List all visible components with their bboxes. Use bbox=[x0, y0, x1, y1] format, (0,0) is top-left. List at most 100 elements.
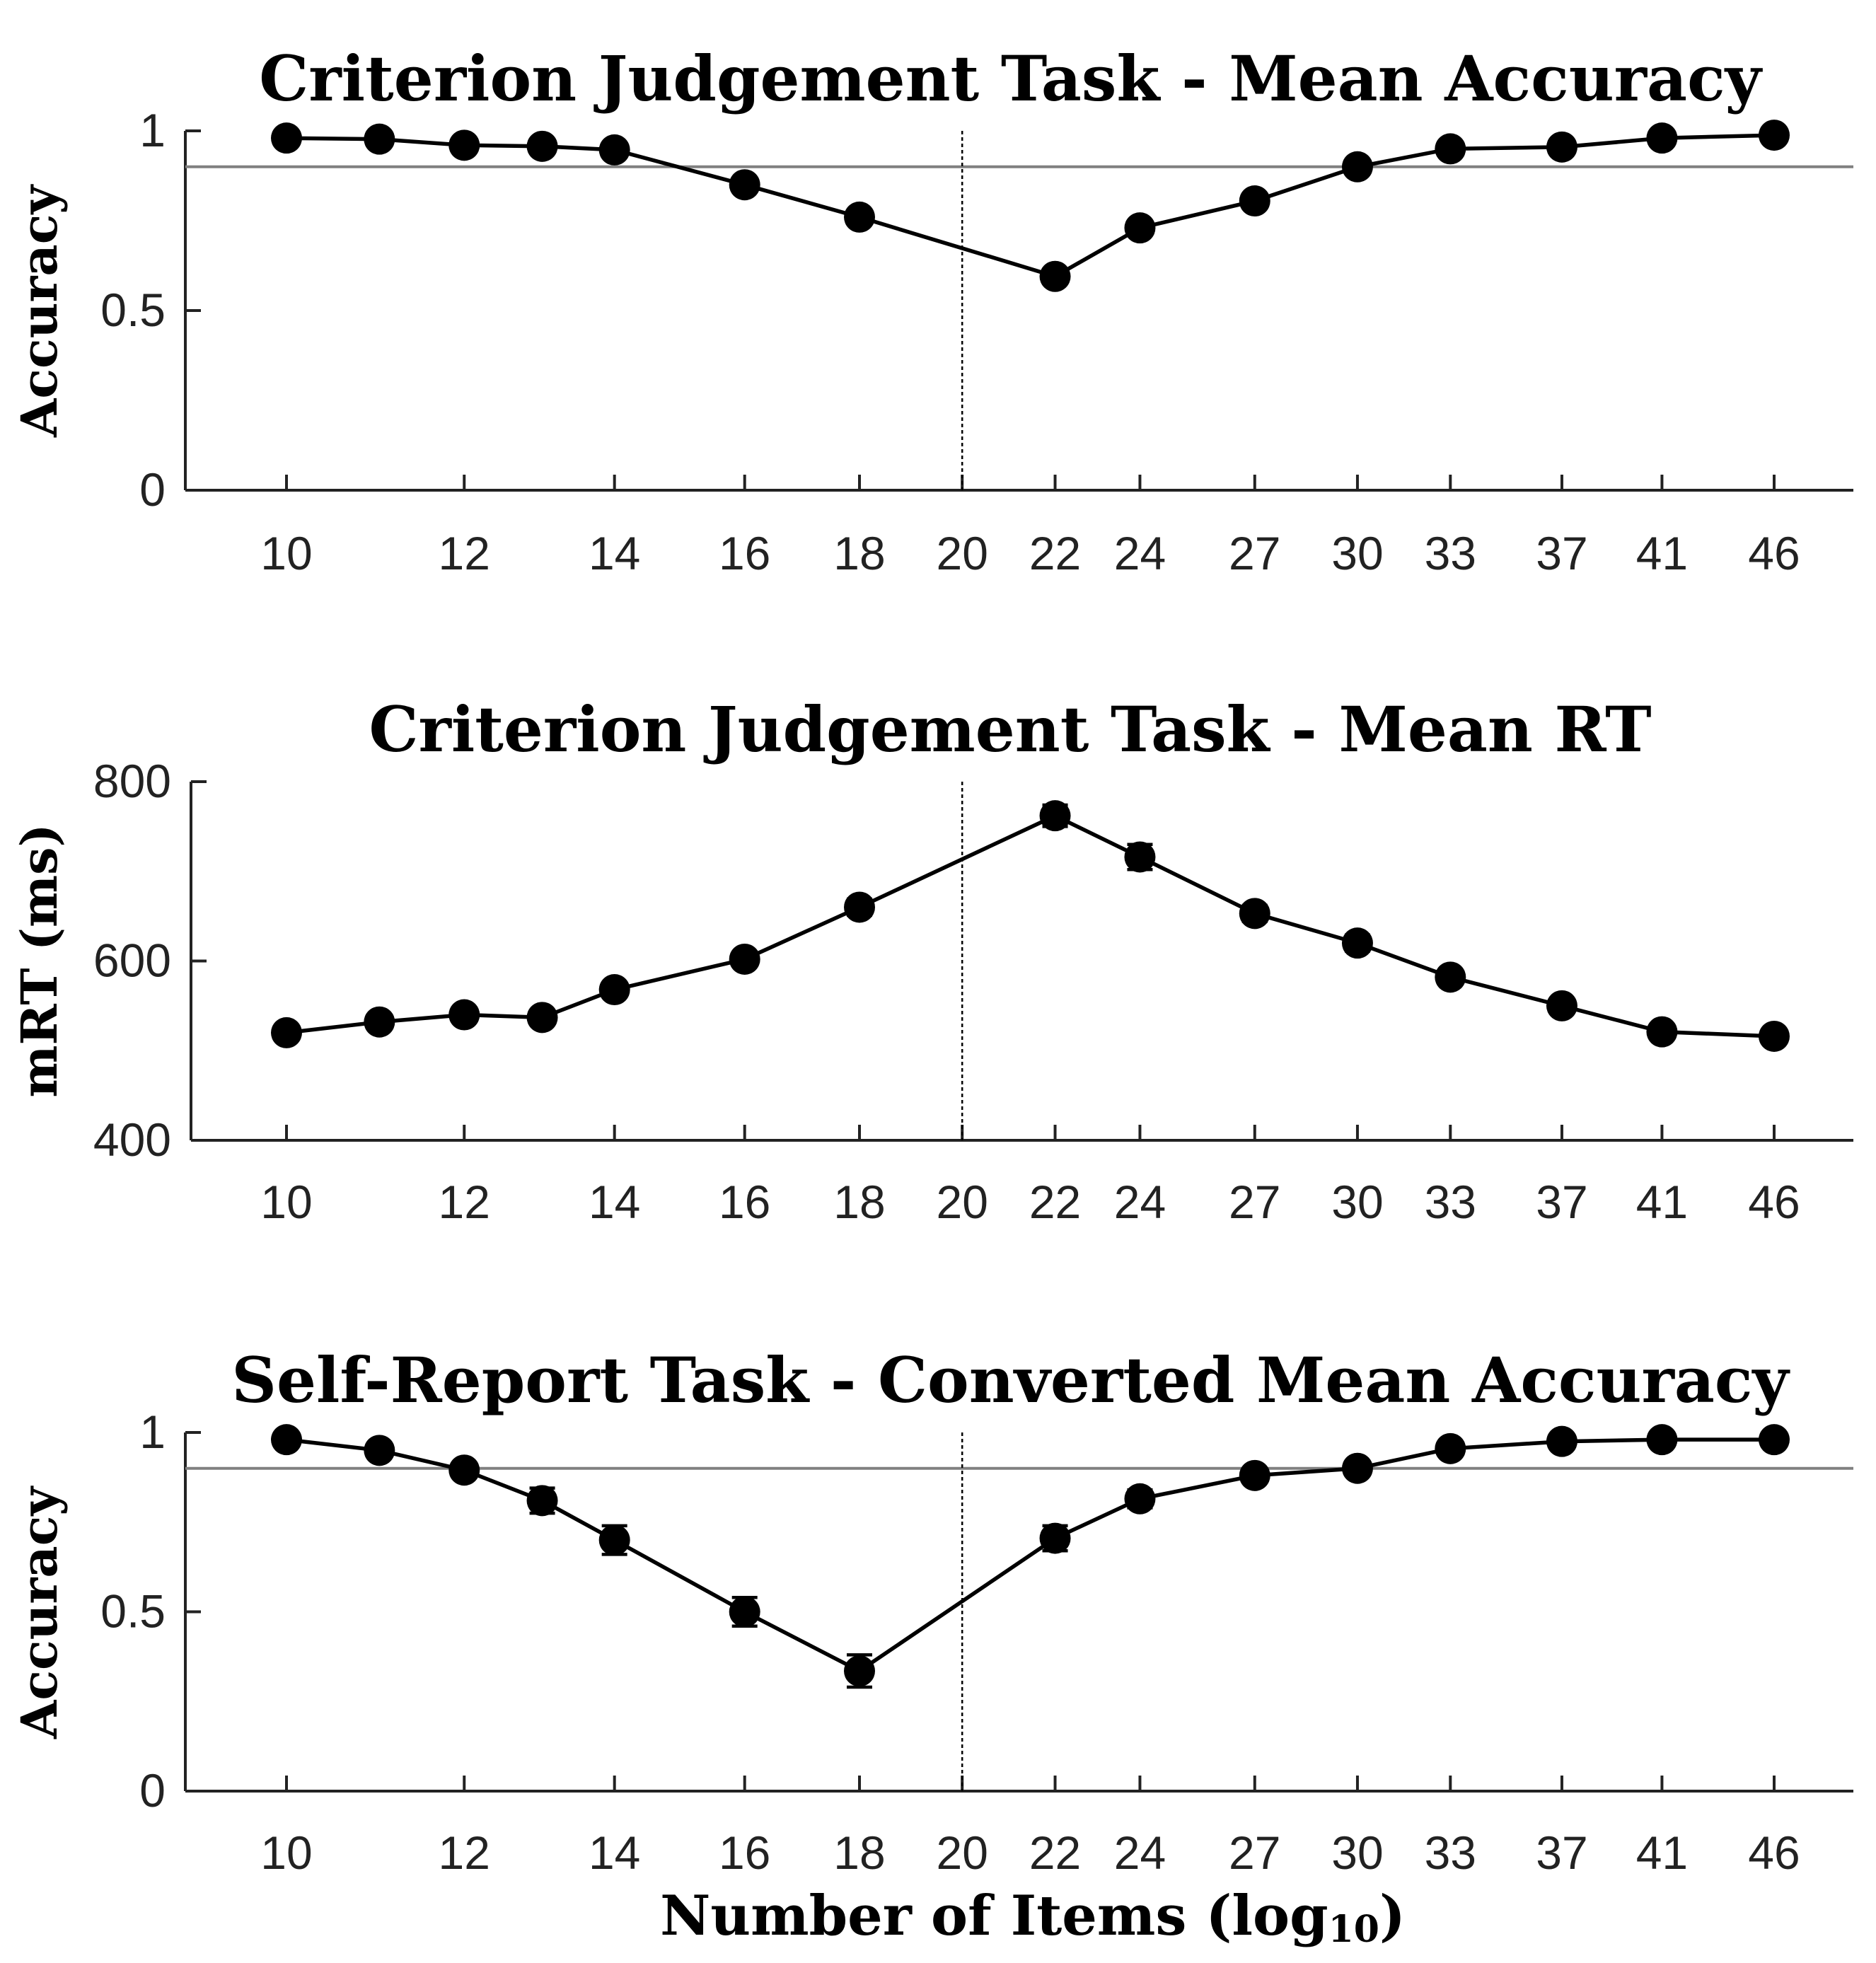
data-point bbox=[1039, 800, 1071, 832]
data-point bbox=[526, 130, 558, 162]
x-tick-label: 18 bbox=[833, 527, 885, 579]
y-tick-label: 0 bbox=[139, 463, 166, 516]
data-point bbox=[364, 1435, 395, 1466]
x-tick-label: 24 bbox=[1114, 1176, 1166, 1228]
x-tick-label: 14 bbox=[589, 527, 640, 579]
panel-3-plot: 0 0.5 1 10 12 14 16 18 20 22 24 27 30 33 37 41 46 bbox=[100, 1406, 1853, 1879]
data-point bbox=[526, 1002, 558, 1033]
x-tick-label: 27 bbox=[1229, 1176, 1280, 1228]
x-tick-label: 30 bbox=[1331, 527, 1383, 579]
x-tick-label: 16 bbox=[719, 527, 770, 579]
data-point bbox=[448, 1454, 480, 1486]
data-point bbox=[844, 1655, 876, 1687]
data-point bbox=[1546, 990, 1577, 1021]
x-tick-label: 37 bbox=[1536, 1176, 1587, 1228]
data-point bbox=[1039, 1522, 1071, 1554]
data-point bbox=[364, 1006, 395, 1038]
data-point bbox=[598, 1524, 630, 1556]
data-point bbox=[1759, 1424, 1790, 1456]
x-tick-label: 41 bbox=[1636, 527, 1688, 579]
x-tick-label: 41 bbox=[1636, 1826, 1688, 1879]
x-tick-label: 46 bbox=[1748, 527, 1800, 579]
x-tick-label: 37 bbox=[1536, 527, 1587, 579]
x-tick-label: 14 bbox=[589, 1826, 640, 1879]
data-point bbox=[1646, 1424, 1678, 1456]
data-point bbox=[729, 169, 760, 201]
data-point bbox=[1646, 122, 1678, 154]
x-tick-label: 12 bbox=[439, 527, 490, 579]
panel-1-plot: 0 0.5 1 10 12 14 16 18 20 22 24 27 30 33 37 41 46 bbox=[100, 104, 1853, 579]
data-point bbox=[598, 974, 630, 1006]
panel-2-title: Criterion Judgement Task - Mean RT bbox=[369, 693, 1651, 766]
x-tick-label: 10 bbox=[260, 527, 312, 579]
x-tick-label: 33 bbox=[1425, 527, 1476, 579]
panel-2-ylabel: mRT (ms) bbox=[10, 823, 69, 1097]
x-tick-label: 41 bbox=[1636, 1176, 1688, 1228]
panel-1: Criterion Judgement Task - Mean Accuracy… bbox=[10, 42, 1853, 579]
y-tick-label: 600 bbox=[93, 934, 171, 987]
data-point bbox=[1759, 1020, 1790, 1052]
panel-3-title: Self-Report Task - Converted Mean Accura… bbox=[231, 1343, 1790, 1417]
x-tick-label: 27 bbox=[1229, 527, 1280, 579]
data-point bbox=[1435, 133, 1466, 165]
x-tick-label: 18 bbox=[833, 1826, 885, 1879]
x-tick-label: 24 bbox=[1114, 1826, 1166, 1879]
x-tick-label: 37 bbox=[1536, 1826, 1587, 1879]
data-point bbox=[1239, 185, 1270, 217]
data-point bbox=[844, 201, 876, 233]
x-tick-label: 20 bbox=[936, 527, 988, 579]
x-tick-label: 33 bbox=[1425, 1176, 1476, 1228]
x-axis-label: Number of Items (log10) bbox=[660, 1884, 1406, 1951]
data-point bbox=[729, 1596, 760, 1628]
x-tick-label: 22 bbox=[1029, 1176, 1081, 1228]
data-point bbox=[271, 1017, 302, 1048]
x-tick-label: 30 bbox=[1331, 1826, 1383, 1879]
data-point bbox=[1039, 260, 1071, 292]
x-tick-label: 46 bbox=[1748, 1826, 1800, 1879]
data-point bbox=[1124, 212, 1156, 244]
data-point bbox=[1546, 131, 1577, 163]
panel-2: Criterion Judgement Task - Mean RT mRT (… bbox=[10, 693, 1853, 1228]
y-tick-label: 0 bbox=[139, 1764, 166, 1817]
data-point bbox=[1646, 1016, 1678, 1048]
data-point bbox=[1759, 120, 1790, 151]
data-point bbox=[729, 943, 760, 975]
data-point bbox=[526, 1485, 558, 1517]
y-tick-label: 0.5 bbox=[100, 1585, 166, 1638]
panel-2-plot: 400 600 800 10 12 14 16 18 20 22 24 27 30 33 37 41 46 bbox=[93, 755, 1853, 1228]
data-point bbox=[1341, 151, 1373, 183]
x-tick-label: 16 bbox=[719, 1826, 770, 1879]
y-tick-label: 1 bbox=[139, 1406, 166, 1458]
y-tick-label: 0.5 bbox=[100, 284, 166, 336]
data-point bbox=[598, 134, 630, 166]
y-tick-label: 400 bbox=[93, 1113, 171, 1166]
x-tick-label: 20 bbox=[936, 1826, 988, 1879]
data-point bbox=[1239, 1459, 1270, 1491]
data-point bbox=[1124, 1483, 1156, 1515]
data-point bbox=[1341, 1452, 1373, 1484]
data-point bbox=[448, 129, 480, 161]
x-tick-label: 22 bbox=[1029, 527, 1081, 579]
data-point bbox=[1435, 961, 1466, 993]
x-tick-label: 12 bbox=[439, 1176, 490, 1228]
x-tick-label: 10 bbox=[260, 1826, 312, 1879]
y-tick-label: 800 bbox=[93, 755, 171, 807]
x-tick-label: 33 bbox=[1425, 1826, 1476, 1879]
x-tick-label: 18 bbox=[833, 1176, 885, 1228]
data-point bbox=[1124, 841, 1156, 873]
panel-3: Self-Report Task - Converted Mean Accura… bbox=[10, 1343, 1853, 1879]
panel-1-title: Criterion Judgement Task - Mean Accuracy bbox=[259, 42, 1763, 115]
x-tick-label: 24 bbox=[1114, 527, 1166, 579]
panel-3-ylabel: Accuracy bbox=[10, 1486, 69, 1739]
data-point bbox=[1435, 1432, 1466, 1464]
data-point bbox=[448, 999, 480, 1031]
x-tick-label: 20 bbox=[936, 1176, 988, 1228]
data-point bbox=[271, 122, 302, 154]
data-point bbox=[364, 123, 395, 155]
data-point bbox=[271, 1424, 302, 1456]
data-point bbox=[1546, 1425, 1577, 1457]
x-tick-label: 30 bbox=[1331, 1176, 1383, 1228]
x-tick-label: 27 bbox=[1229, 1826, 1280, 1879]
x-tick-label: 46 bbox=[1748, 1176, 1800, 1228]
